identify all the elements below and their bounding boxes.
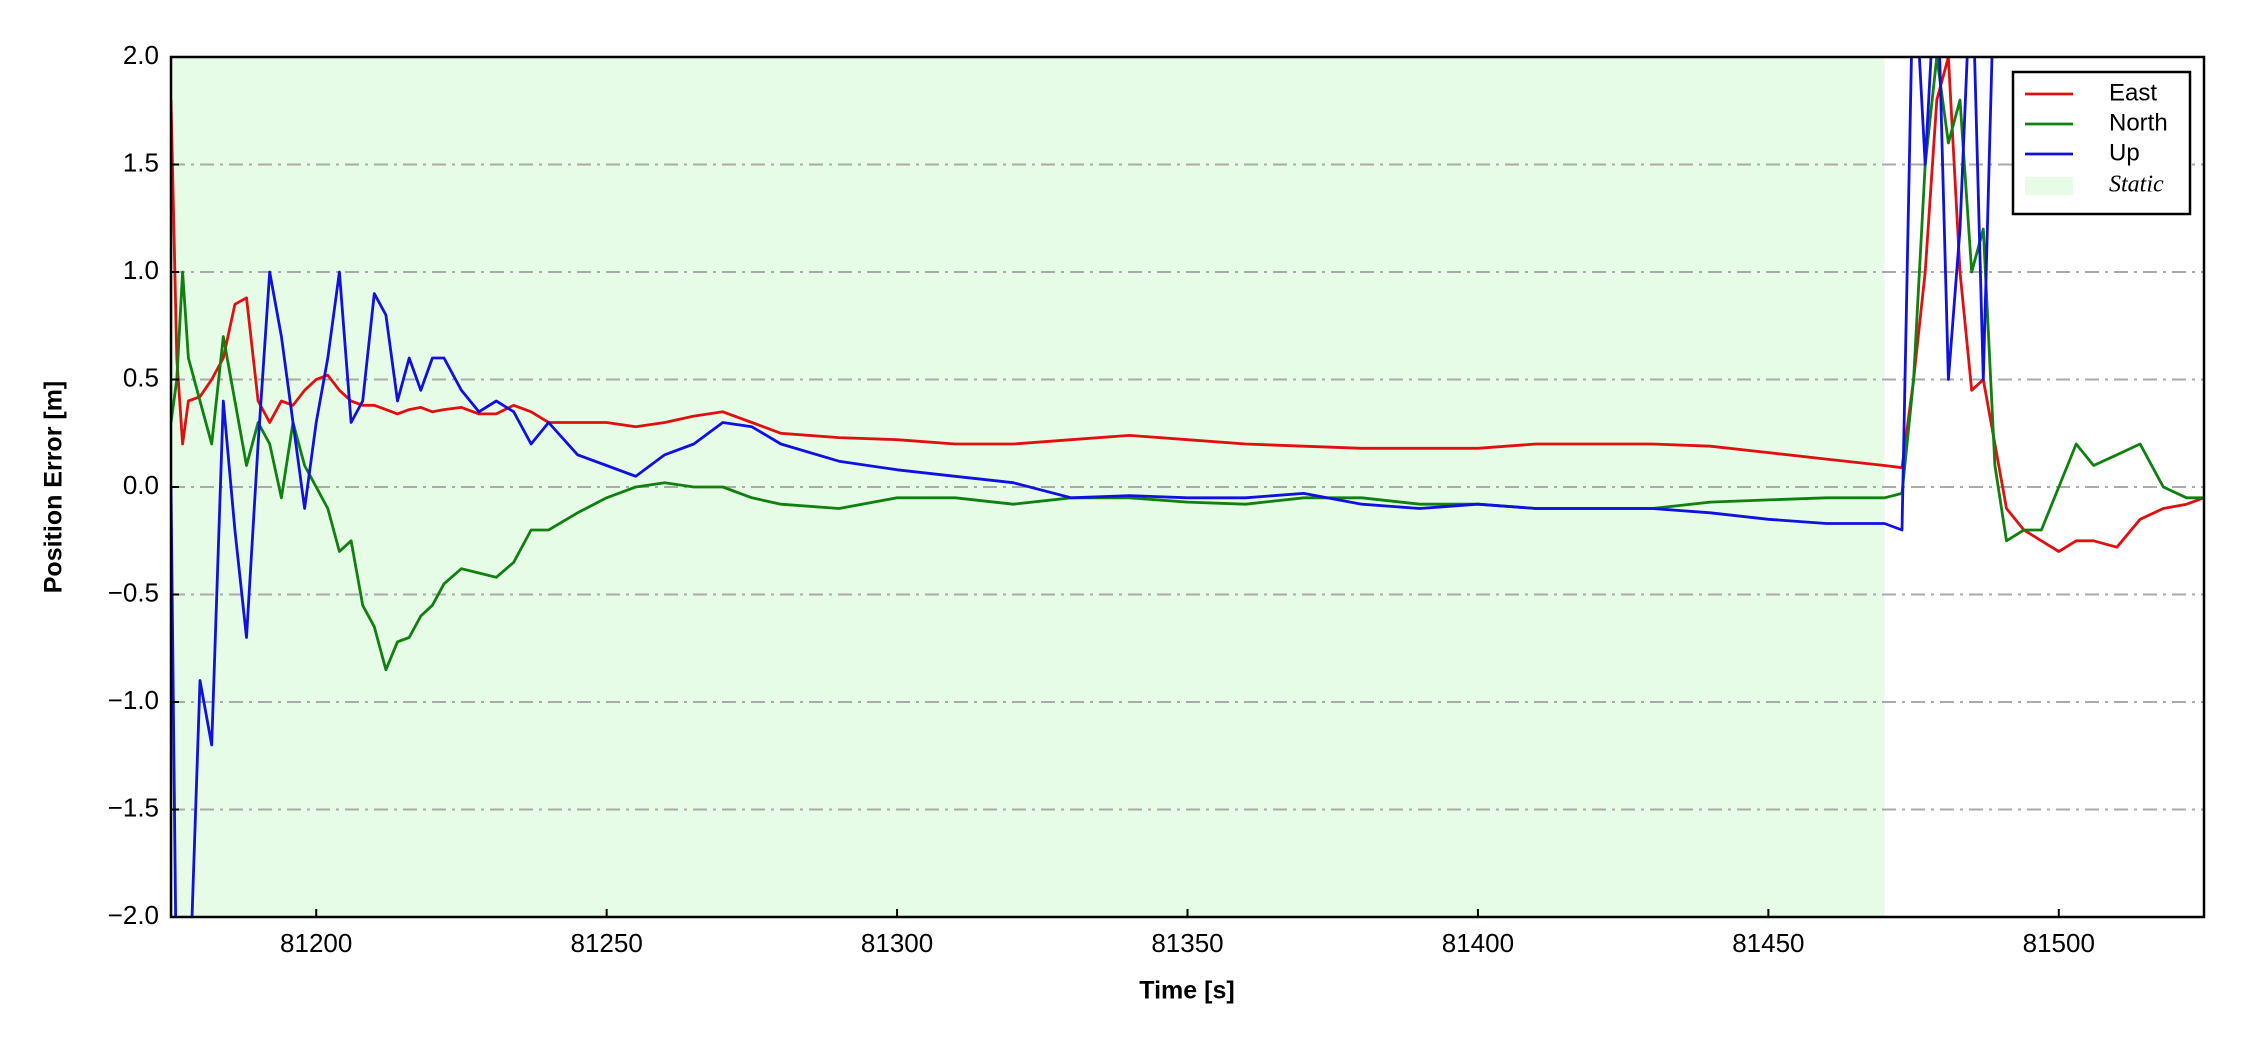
y-axis-label: Position Error [m] bbox=[40, 381, 68, 594]
legend-label: North bbox=[2109, 109, 2168, 136]
legend-label: East bbox=[2109, 79, 2157, 106]
legend-box bbox=[2011, 70, 2192, 216]
y-tick-label: −1.5 bbox=[108, 792, 159, 822]
x-tick-label: 81350 bbox=[1151, 928, 1223, 958]
y-tick-label: 2.0 bbox=[123, 40, 159, 70]
x-axis-label: Time [s] bbox=[1139, 977, 1234, 1005]
series-line bbox=[171, 57, 2204, 553]
series-line bbox=[171, 57, 2204, 672]
legend-swatch bbox=[2025, 177, 2073, 195]
y-tick-label: 0.0 bbox=[123, 470, 159, 500]
x-tick-label: 81200 bbox=[280, 928, 352, 958]
y-tick-label: 1.5 bbox=[123, 147, 159, 177]
y-tick-label: −1.0 bbox=[108, 685, 159, 715]
legend-label: Up bbox=[2109, 139, 2140, 166]
x-tick-label: 81250 bbox=[570, 928, 642, 958]
y-tick-label: −2.0 bbox=[108, 900, 159, 930]
x-tick-label: 81500 bbox=[2023, 928, 2095, 958]
y-tick-label: 1.0 bbox=[123, 255, 159, 285]
x-tick-label: 81450 bbox=[1732, 928, 1804, 958]
plot-lines bbox=[171, 57, 2204, 917]
plot-background bbox=[171, 56, 2204, 918]
legend: East North Up Static bbox=[2011, 70, 2192, 216]
x-tick-label: 81400 bbox=[1442, 928, 1514, 958]
x-tick-label: 81300 bbox=[861, 928, 933, 958]
y-tick-label: 0.5 bbox=[123, 362, 159, 392]
series-line bbox=[171, 57, 1994, 917]
y-tick-label: −0.5 bbox=[108, 577, 159, 607]
legend-label: Static bbox=[2109, 172, 2164, 198]
